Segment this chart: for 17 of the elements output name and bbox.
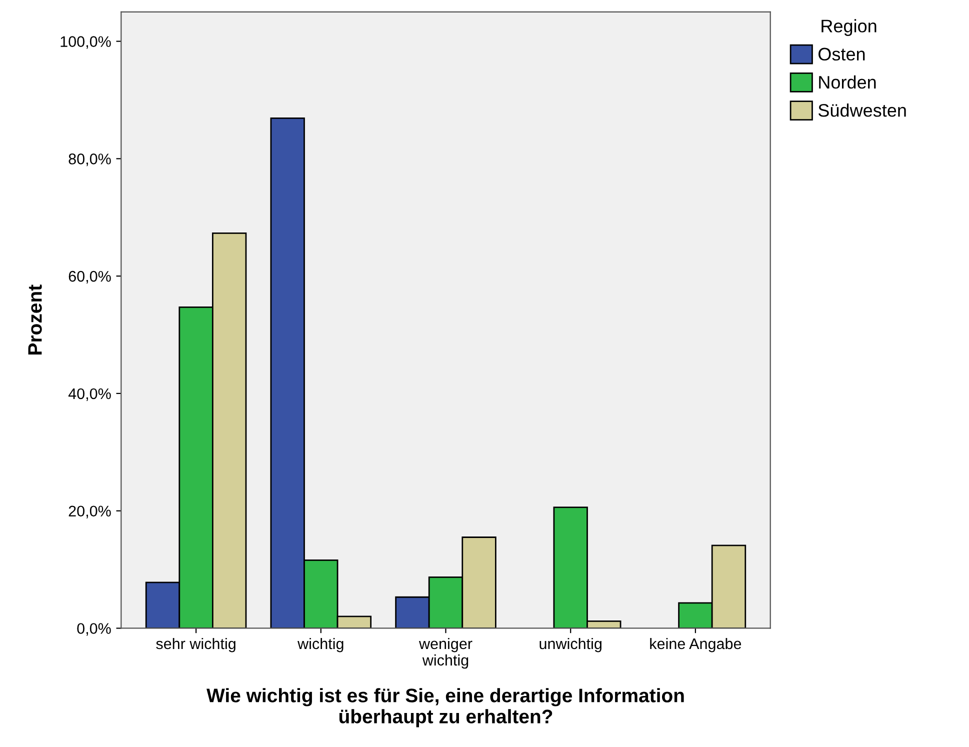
x-tick-label: wichtig <box>298 638 344 652</box>
x-tick-label: unwichtig <box>540 638 602 652</box>
y-axis-title: Prozent <box>28 284 42 354</box>
y-tick-label: 60,0% <box>68 270 111 284</box>
x-tick-label: keine Angabe <box>650 638 742 652</box>
legend-title: Region <box>822 19 876 36</box>
y-tick-label: 100,0% <box>60 36 111 49</box>
x-tick-label: weniger wichtig <box>418 638 472 669</box>
y-tick-label: 40,0% <box>68 388 111 401</box>
y-tick-label: 0,0% <box>77 623 111 636</box>
x-axis-title: Wie wichtig ist es für Sie, eine derartige Information überhaupt zu erhalten? <box>206 688 684 728</box>
x-tick-label: sehr wichtig <box>156 638 236 652</box>
y-tick-label: 20,0% <box>68 506 111 518</box>
legend-label: Südwesten <box>818 104 906 117</box>
legend-label: Osten <box>818 48 865 61</box>
legend-label: Norden <box>819 75 876 89</box>
y-tick-label: 80,0% <box>68 154 111 166</box>
